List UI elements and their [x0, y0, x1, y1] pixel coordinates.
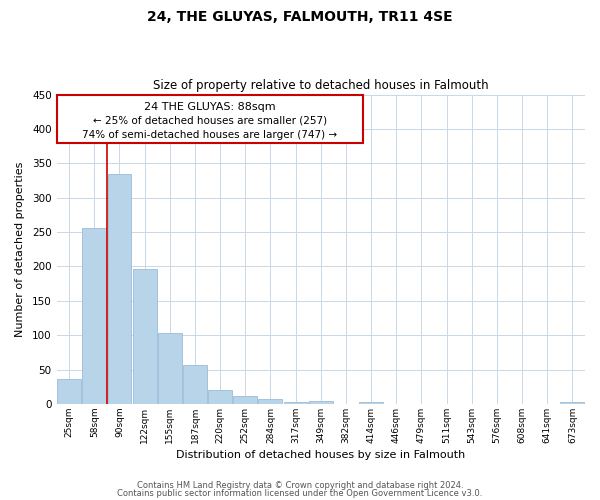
Text: 24 THE GLUYAS: 88sqm: 24 THE GLUYAS: 88sqm: [144, 102, 275, 113]
Text: 74% of semi-detached houses are larger (747) →: 74% of semi-detached houses are larger (…: [82, 130, 337, 140]
FancyBboxPatch shape: [56, 94, 363, 142]
Bar: [158, 333, 182, 404]
Bar: [57, 379, 81, 404]
Bar: [133, 269, 157, 404]
Bar: [82, 228, 106, 404]
Bar: [233, 396, 257, 404]
Text: Contains public sector information licensed under the Open Government Licence v3: Contains public sector information licen…: [118, 488, 482, 498]
Bar: [284, 402, 308, 404]
Bar: [208, 390, 232, 404]
Bar: [183, 364, 207, 404]
Bar: [359, 402, 383, 404]
Text: ← 25% of detached houses are smaller (257): ← 25% of detached houses are smaller (25…: [93, 116, 327, 126]
X-axis label: Distribution of detached houses by size in Falmouth: Distribution of detached houses by size …: [176, 450, 466, 460]
Text: 24, THE GLUYAS, FALMOUTH, TR11 4SE: 24, THE GLUYAS, FALMOUTH, TR11 4SE: [147, 10, 453, 24]
Title: Size of property relative to detached houses in Falmouth: Size of property relative to detached ho…: [153, 79, 488, 92]
Bar: [107, 174, 131, 404]
Text: Contains HM Land Registry data © Crown copyright and database right 2024.: Contains HM Land Registry data © Crown c…: [137, 481, 463, 490]
Bar: [259, 399, 283, 404]
Bar: [309, 401, 333, 404]
Bar: [560, 402, 584, 404]
Y-axis label: Number of detached properties: Number of detached properties: [15, 162, 25, 337]
